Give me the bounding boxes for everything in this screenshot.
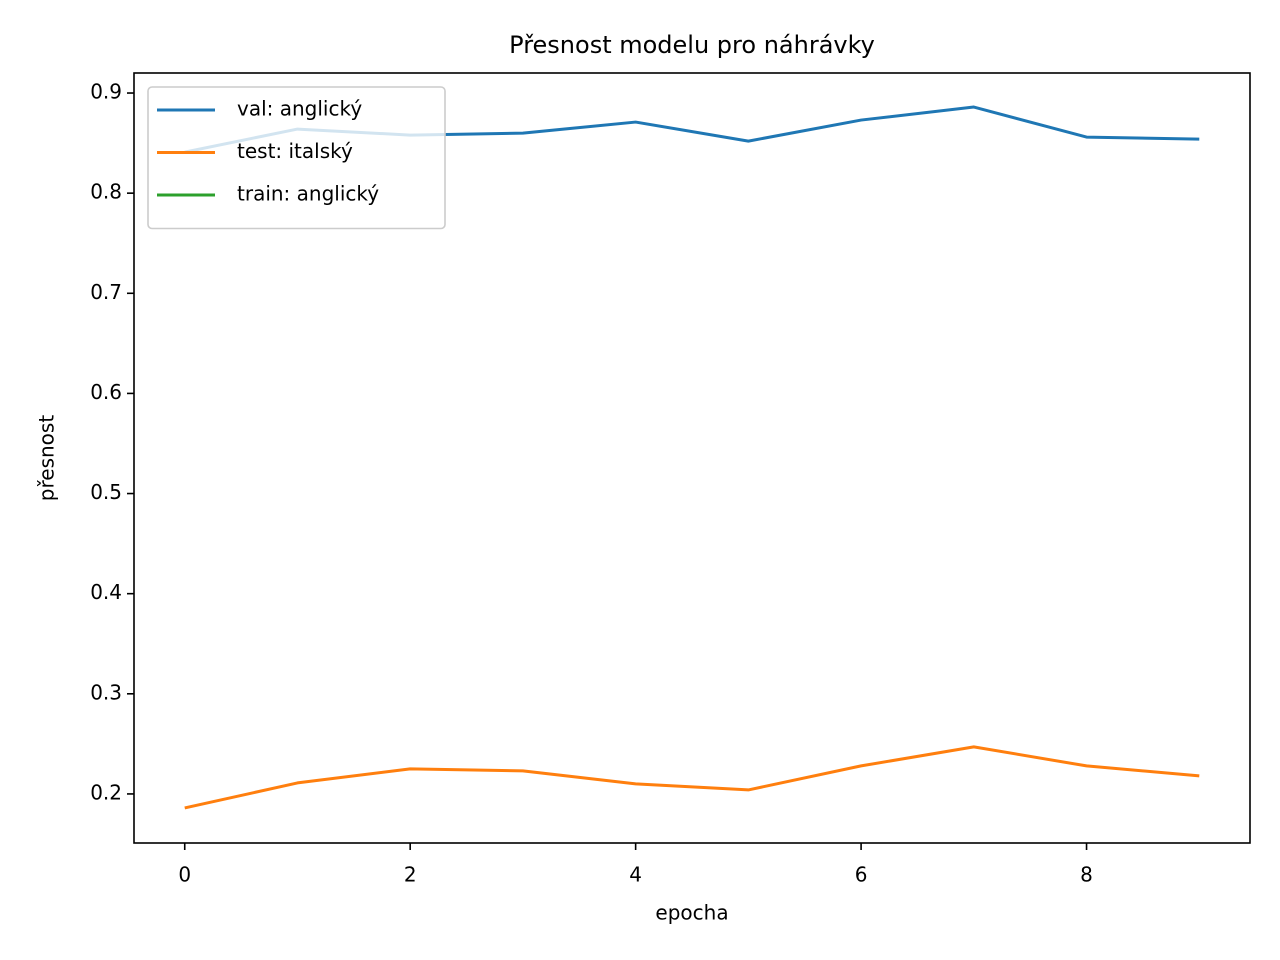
y-tick-label: 0.5 [90,480,122,504]
x-tick-label: 8 [1080,863,1093,887]
plot-frame [133,72,1251,844]
y-tick-label: 0.2 [90,780,122,804]
y-tick-label: 0.9 [90,80,122,104]
series-line [184,745,1200,810]
x-axis-label: epocha [655,901,728,925]
legend-label: test: italský [237,139,353,163]
x-tick-label: 6 [855,863,868,887]
legend-label: train: anglický [237,182,379,206]
y-tick-label: 0.6 [90,380,122,404]
y-axis-label: přesnost [35,415,59,502]
x-tick-label: 4 [629,863,642,887]
x-tick-label: 0 [178,863,191,887]
y-tick-label: 0.7 [90,280,122,304]
y-tick-label: 0.8 [90,180,122,204]
legend-box [147,86,446,230]
x-tick-label: 2 [404,863,417,887]
legend-label: val: anglický [237,97,362,121]
y-tick-label: 0.3 [90,680,122,704]
chart-title: Přesnost modelu pro náhrávky [509,31,875,59]
y-tick-label: 0.4 [90,580,122,604]
